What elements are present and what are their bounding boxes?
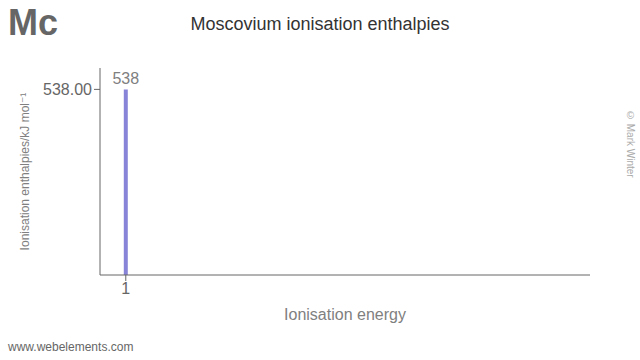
svg-text:538.00: 538.00 xyxy=(43,81,92,98)
svg-text:Ionisation energy: Ionisation energy xyxy=(284,306,406,323)
svg-text:Ionisation enthalpies/kJ mol⁻¹: Ionisation enthalpies/kJ mol⁻¹ xyxy=(18,93,32,251)
html-text:Moscovium ionisation enthalpie: Moscovium ionisation enthalpies xyxy=(190,14,450,34)
html-text:www.webelements.com: www.webelements.com xyxy=(8,340,134,354)
html-text:© Mark Winter: © Mark Winter xyxy=(625,110,636,178)
svg-text:538: 538 xyxy=(112,70,139,87)
html-text:Mc: Mc xyxy=(8,2,58,43)
svg-text:1: 1 xyxy=(121,280,130,297)
